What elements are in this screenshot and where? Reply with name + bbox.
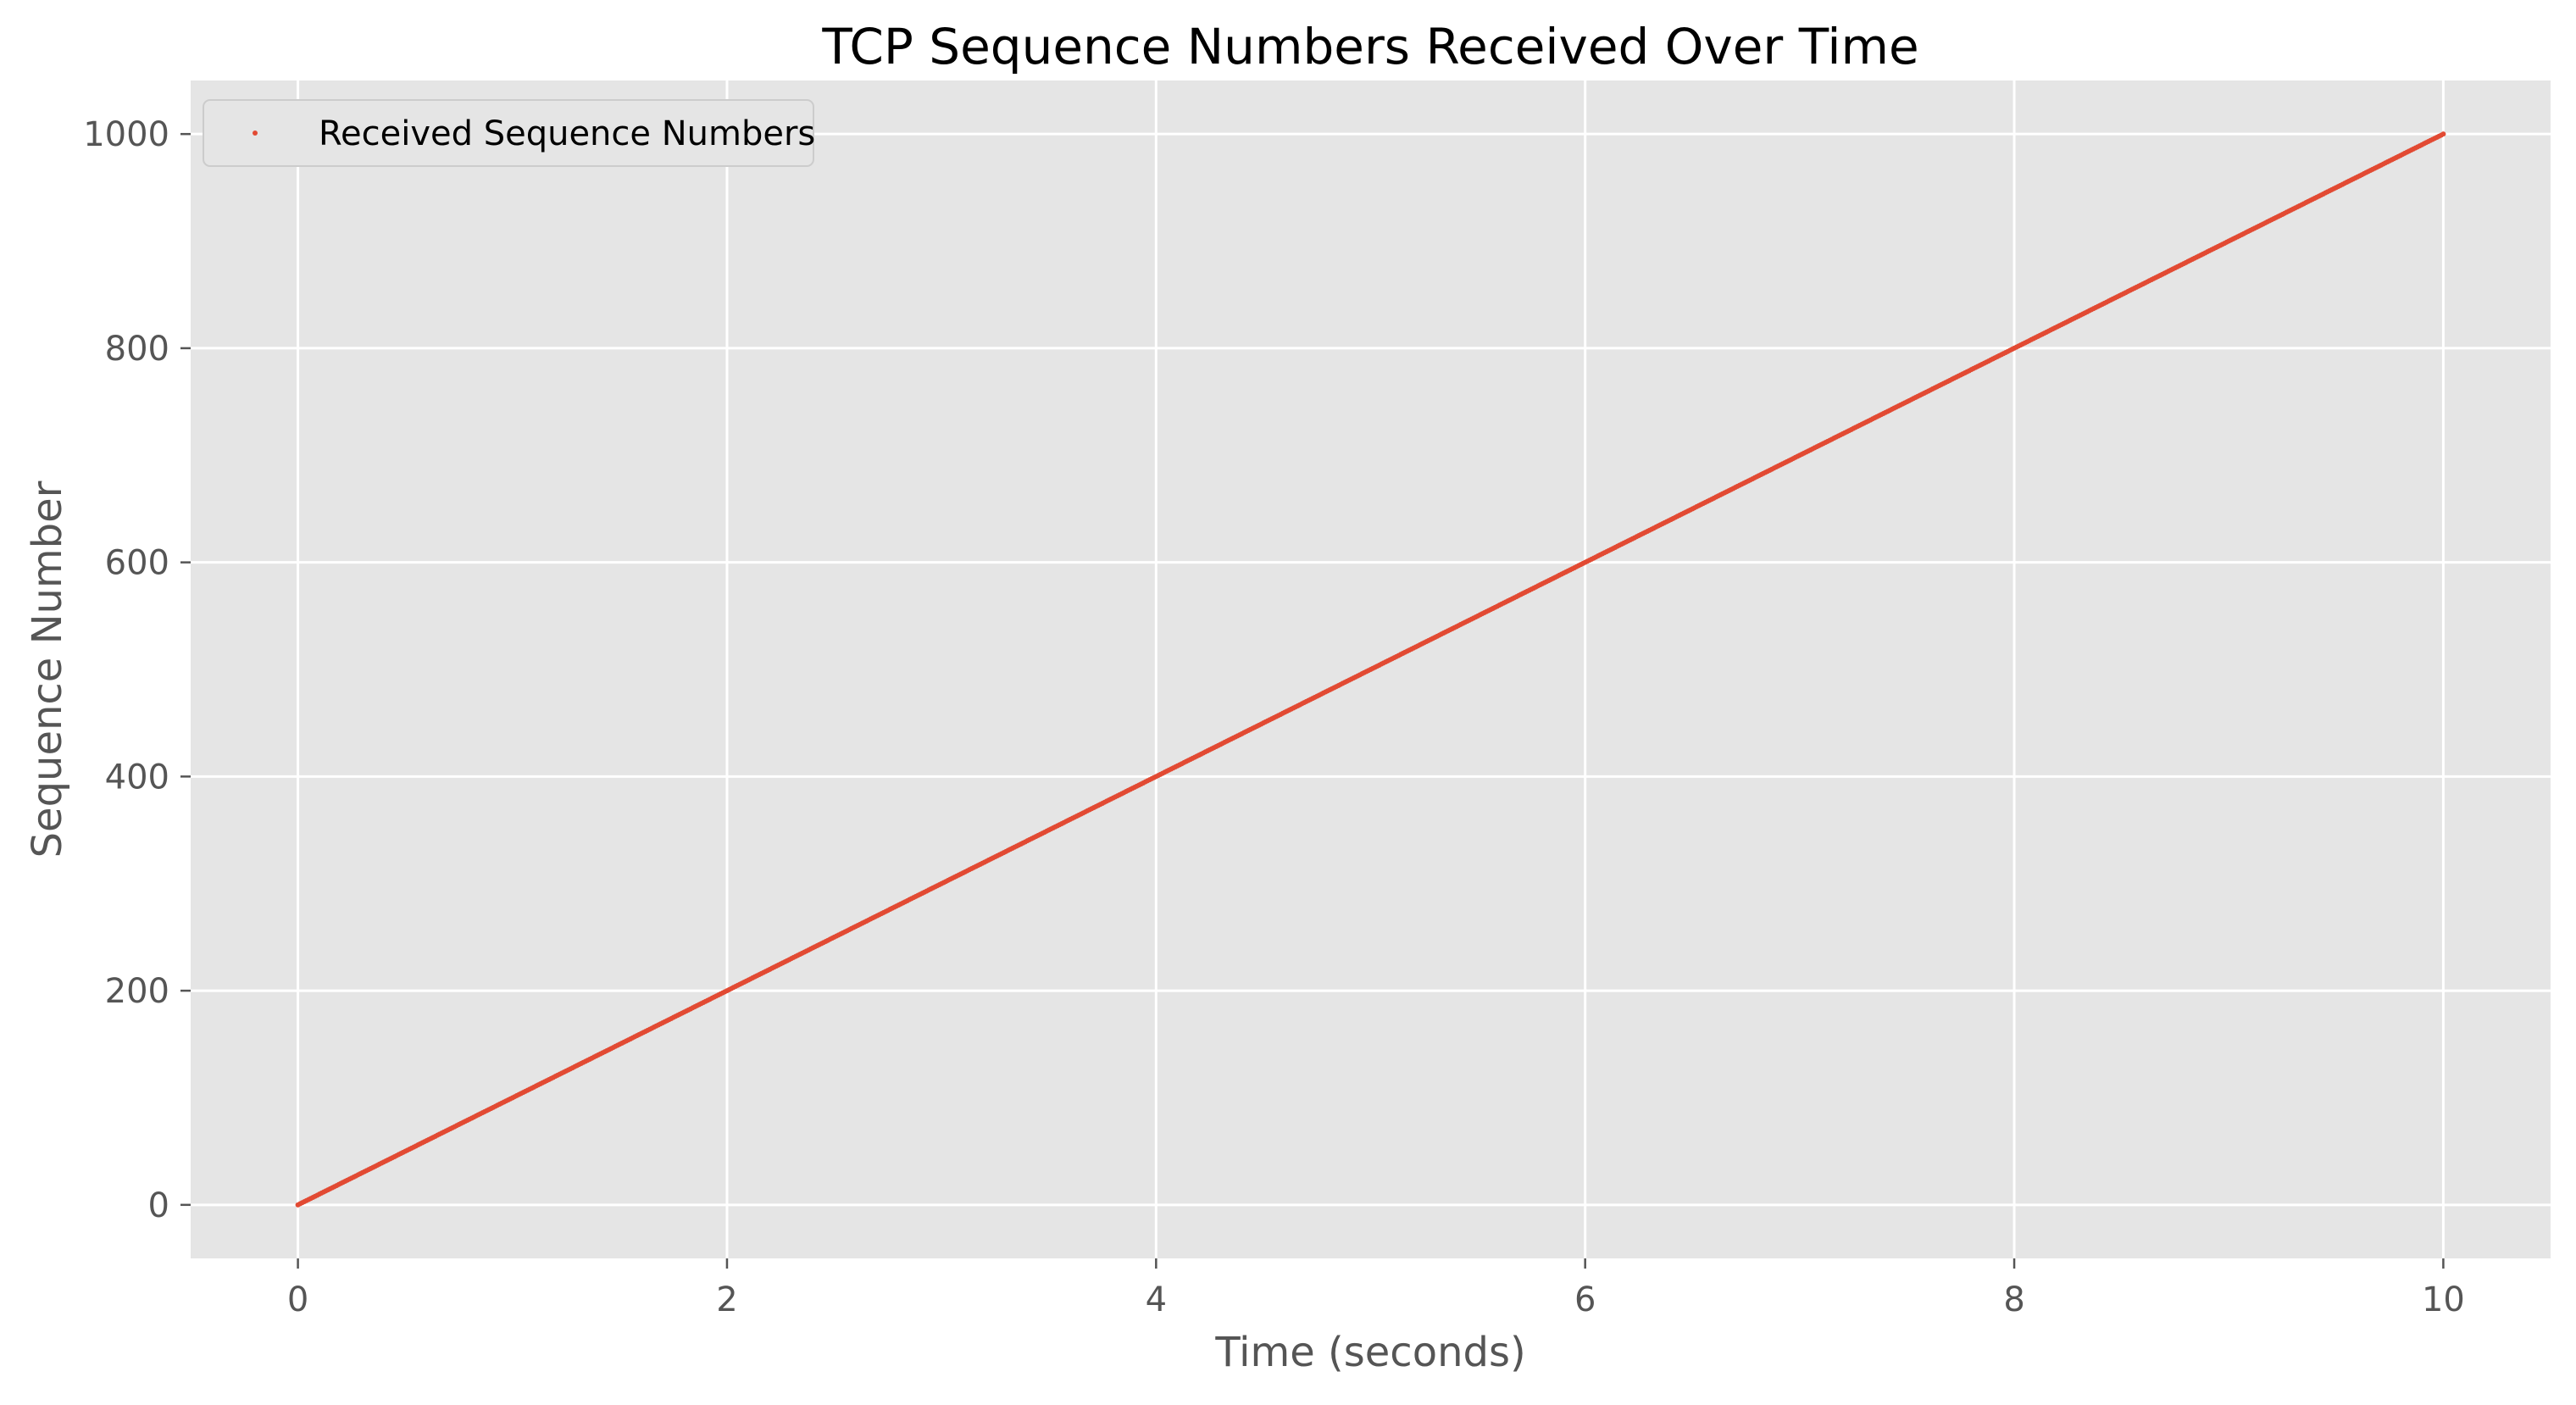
- scatter-point: [2440, 131, 2446, 137]
- y-tick-label: 800: [105, 330, 169, 369]
- y-tick-label: 0: [148, 1186, 169, 1225]
- scatter-series: [295, 131, 2446, 1208]
- chart-title: TCP Sequence Numbers Received Over Time: [821, 18, 1918, 75]
- y-axis-label: Sequence Number: [24, 480, 71, 858]
- legend: Received Sequence Numbers: [203, 99, 815, 167]
- y-tick-label: 400: [105, 758, 169, 797]
- y-tick-label: 600: [105, 544, 169, 583]
- x-tick-label: 0: [287, 1280, 308, 1319]
- x-tick-label: 2: [716, 1280, 737, 1319]
- x-axis-label: Time (seconds): [1214, 1329, 1525, 1376]
- y-tick-label: 200: [105, 972, 169, 1011]
- x-tick-label: 6: [1574, 1280, 1596, 1319]
- legend-label: Received Sequence Numbers: [319, 114, 815, 153]
- y-tick-label: 1000: [83, 115, 169, 154]
- x-tick-label: 4: [1146, 1280, 1167, 1319]
- grid-lines: [191, 81, 2551, 1258]
- x-tick-label: 10: [2422, 1280, 2465, 1319]
- x-tick-label: 8: [2003, 1280, 2024, 1319]
- legend-box: [203, 99, 814, 167]
- axis-ticks: 0 2 4 6 8 10 0 200 400 600 800 1000: [83, 115, 2465, 1319]
- legend-marker: [253, 131, 258, 136]
